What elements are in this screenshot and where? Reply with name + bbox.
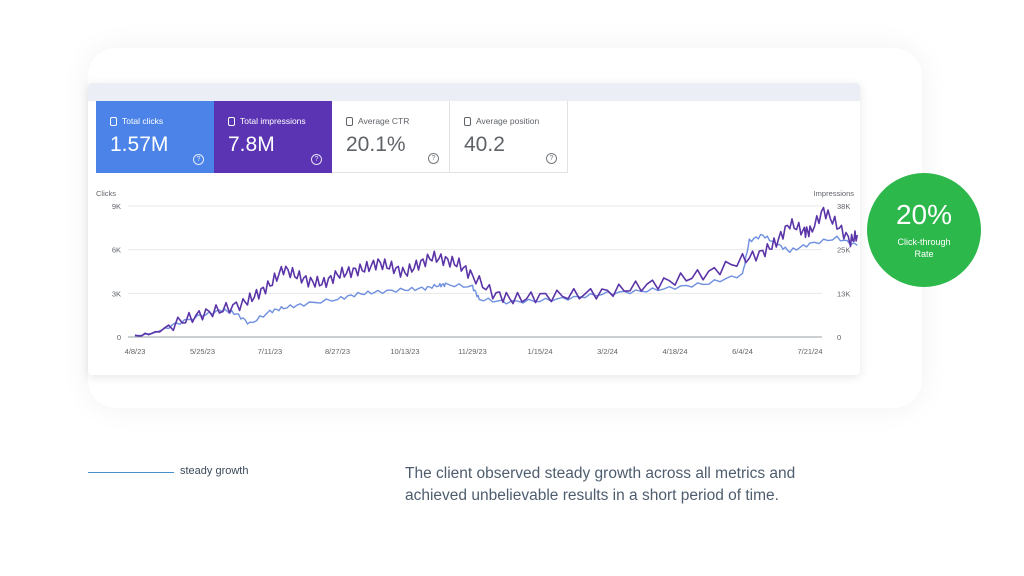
description-line2: achieved unbelievable results in a short… — [405, 487, 779, 504]
y2-tick-label: 0 — [837, 333, 841, 342]
metric-cards: Total clicks 1.57M ? Total impressions 7… — [96, 101, 568, 173]
x-tick-label: 4/8/23 — [125, 347, 146, 356]
metric-label: Average position — [476, 116, 540, 126]
metric-card-average-ctr[interactable]: Average CTR 20.1% ? — [332, 101, 450, 173]
x-tick-label: 3/2/24 — [597, 347, 618, 356]
search-console-panel: Total clicks 1.57M ? Total impressions 7… — [88, 83, 860, 375]
badge-label-line1: Click-through — [897, 237, 951, 247]
series-line-clicks — [134, 234, 858, 337]
metric-value: 7.8M — [228, 133, 275, 156]
y-tick-label: 3K — [112, 289, 121, 298]
y2-tick-label: 25K — [837, 246, 850, 255]
help-icon[interactable]: ? — [193, 154, 204, 165]
x-tick-label: 10/13/23 — [390, 347, 419, 356]
checkbox-icon — [228, 117, 235, 126]
checkbox-icon — [464, 117, 471, 126]
x-tick-label: 11/29/23 — [458, 347, 487, 356]
x-tick-label: 4/18/24 — [662, 347, 687, 356]
y-axis-title: Clicks — [96, 189, 116, 198]
legend-line — [88, 472, 174, 473]
x-tick-label: 5/25/23 — [190, 347, 215, 356]
metric-card-total-impressions[interactable]: Total impressions 7.8M ? — [214, 101, 332, 173]
y2-axis-title: Impressions — [814, 189, 855, 198]
x-tick-label: 7/11/23 — [258, 347, 282, 356]
x-tick-label: 7/21/24 — [797, 347, 822, 356]
panel-header-bar — [88, 83, 860, 101]
badge-label-line2: Rate — [914, 249, 934, 259]
y2-tick-label: 13K — [837, 289, 850, 298]
badge-label: Click-through Rate — [867, 236, 981, 260]
metric-label: Average CTR — [358, 116, 410, 126]
help-icon[interactable]: ? — [428, 153, 439, 164]
metric-label: Total clicks — [122, 116, 164, 126]
metric-label: Total impressions — [240, 116, 306, 126]
y2-tick-label: 38K — [837, 202, 850, 211]
y-tick-label: 0 — [117, 333, 121, 342]
x-tick-label: 8/27/23 — [325, 347, 350, 356]
badge-value: 20% — [895, 199, 953, 230]
description-text: The client observed steady growth across… — [405, 463, 885, 507]
y-tick-label: 6K — [112, 246, 121, 255]
performance-line-chart: Clicks Impressions 9K 38K 6K 25K 3K 13K 0 0 4/8/23… — [96, 189, 859, 356]
metric-card-average-position[interactable]: Average position 40.2 ? — [450, 101, 568, 173]
legend-label: steady growth — [180, 465, 249, 477]
x-tick-label: 6/4/24 — [732, 347, 753, 356]
help-icon[interactable]: ? — [546, 153, 557, 164]
metric-value: 1.57M — [110, 133, 169, 156]
metric-value: 40.2 — [464, 133, 505, 156]
y-tick-label: 9K — [112, 202, 121, 211]
metric-card-total-clicks[interactable]: Total clicks 1.57M ? — [96, 101, 214, 173]
metric-value: 20.1% — [346, 133, 406, 156]
description-line1: The client observed steady growth across… — [405, 465, 796, 482]
checkbox-icon — [346, 117, 353, 126]
help-icon[interactable]: ? — [311, 154, 322, 165]
ctr-badge: 20% Click-through Rate — [867, 173, 981, 287]
x-tick-label: 1/15/24 — [527, 347, 552, 356]
checkbox-icon — [110, 117, 117, 126]
series-line-impressions — [134, 206, 859, 337]
